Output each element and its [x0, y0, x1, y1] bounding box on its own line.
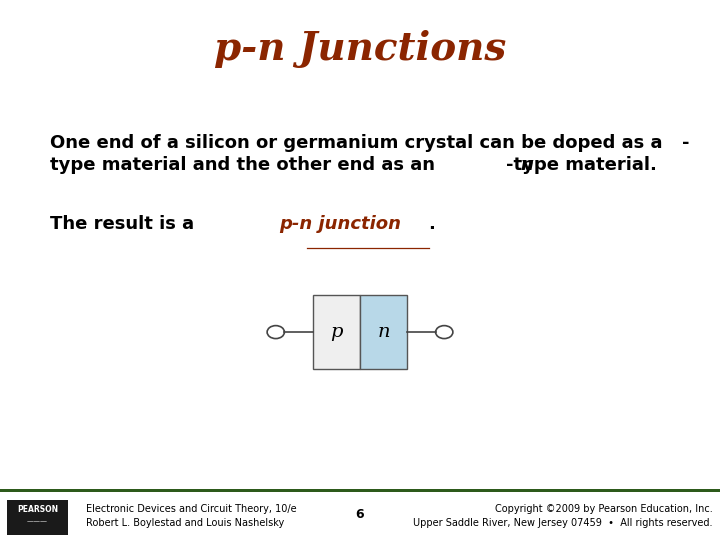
FancyBboxPatch shape — [360, 295, 407, 369]
Text: 6: 6 — [356, 508, 364, 521]
Text: n: n — [377, 323, 390, 341]
Text: PEARSON: PEARSON — [17, 505, 58, 514]
Text: p-n junction: p-n junction — [279, 215, 402, 233]
Text: p-n Junctions: p-n Junctions — [214, 30, 506, 68]
Text: type material and the other end as an: type material and the other end as an — [50, 156, 441, 174]
Text: Upper Saddle River, New Jersey 07459  •  All rights reserved.: Upper Saddle River, New Jersey 07459 • A… — [413, 518, 713, 528]
FancyBboxPatch shape — [0, 489, 720, 492]
Text: -type material.: -type material. — [506, 156, 657, 174]
FancyBboxPatch shape — [313, 295, 360, 369]
Text: ———: ——— — [27, 518, 48, 525]
Text: Robert L. Boylestad and Louis Nashelsky: Robert L. Boylestad and Louis Nashelsky — [86, 518, 284, 528]
Text: n: n — [521, 156, 534, 174]
Text: Copyright ©2009 by Pearson Education, Inc.: Copyright ©2009 by Pearson Education, In… — [495, 504, 713, 514]
Text: One end of a silicon or germanium crystal can be doped as a: One end of a silicon or germanium crysta… — [50, 134, 669, 152]
Text: -: - — [683, 134, 690, 152]
FancyBboxPatch shape — [7, 500, 68, 535]
Text: .: . — [428, 215, 436, 233]
Text: The result is a: The result is a — [50, 215, 201, 233]
Text: p: p — [330, 323, 343, 341]
Text: Electronic Devices and Circuit Theory, 10/e: Electronic Devices and Circuit Theory, 1… — [86, 504, 297, 514]
